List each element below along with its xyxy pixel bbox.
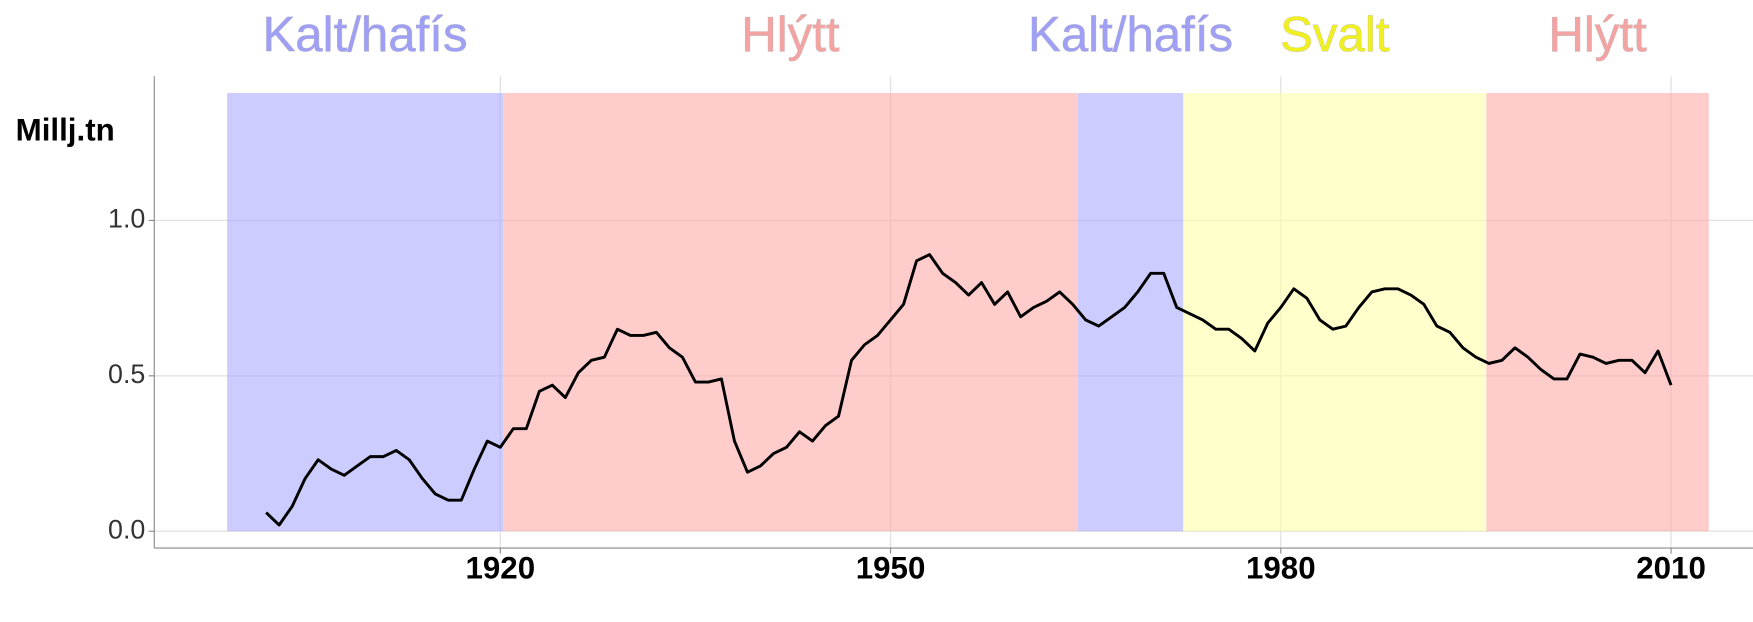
x-tick-label: 1950 [856,551,926,586]
period-band [227,93,503,532]
period-band [502,93,1078,532]
band-label: Hlýtt [741,7,840,62]
band-label: Kalt/hafís [1028,7,1233,62]
x-tick-label: 1920 [465,551,535,586]
period-band [1183,93,1487,532]
band-label: Kalt/hafís [262,7,467,62]
band-label: Svalt [1280,7,1390,62]
y-axis-label: Millj.tn [16,112,115,147]
x-tick-label: 2010 [1636,551,1706,586]
y-tick-label: 0.0 [108,514,145,544]
band-label: Hlýtt [1548,7,1647,62]
y-tick-label: 1.0 [108,204,145,234]
y-tick-label: 0.5 [108,359,145,389]
x-tick-label: 1980 [1246,551,1316,586]
data-line [265,253,1673,527]
period-band [1077,93,1184,532]
period-band [1486,93,1709,532]
